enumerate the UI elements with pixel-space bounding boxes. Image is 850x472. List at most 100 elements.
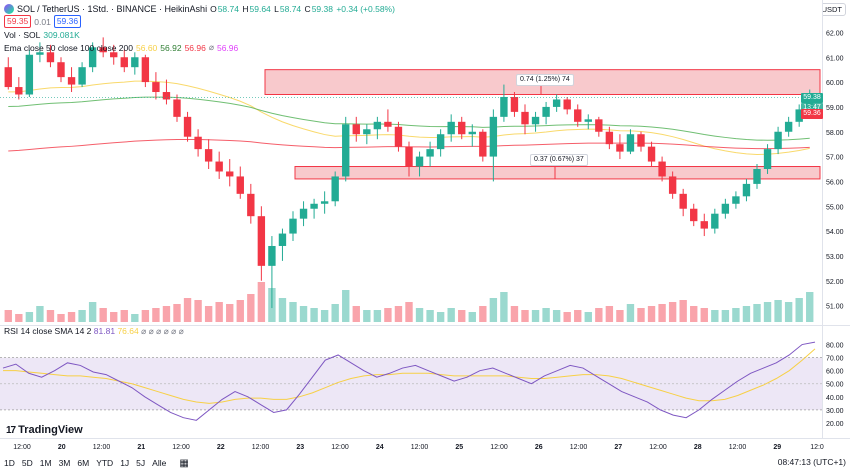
- rsi-label[interactable]: RSI 14 close SMA 14 2: [4, 326, 92, 336]
- volume-bar: [479, 306, 487, 322]
- range-ytd[interactable]: YTD: [96, 458, 114, 468]
- candle-body: [500, 96, 508, 117]
- candle-body: [57, 62, 65, 78]
- ema-indicator-label[interactable]: Ema close 50 close 100 close 200: [4, 42, 133, 53]
- range-1j[interactable]: 1J: [120, 458, 130, 468]
- volume-bar: [468, 312, 476, 322]
- range-5j[interactable]: 5J: [136, 458, 146, 468]
- clock-timezone[interactable]: 08:47:13 (UTC+1): [777, 457, 846, 467]
- range-1m[interactable]: 1M: [39, 458, 52, 468]
- candle-body: [120, 57, 128, 68]
- candle-body: [521, 111, 529, 125]
- bottom-measure-label[interactable]: 0.37 (0.67%) 37: [530, 154, 588, 166]
- candle-body: [204, 149, 213, 162]
- volume-bar: [753, 304, 761, 322]
- candle-body: [690, 208, 698, 222]
- solana-logo-icon: [4, 3, 14, 14]
- candle-body: [563, 99, 571, 110]
- time-axis-label: 12:00: [729, 444, 747, 451]
- tradingview-logo[interactable]: 17 TradingView: [6, 424, 83, 436]
- candle-body: [236, 176, 244, 194]
- spread-value: 0.01: [34, 16, 51, 27]
- candle-body: [637, 134, 645, 147]
- candle-body: [584, 119, 592, 122]
- volume-bar: [289, 302, 297, 322]
- candle-body: [384, 121, 392, 127]
- volume-bar: [310, 308, 318, 322]
- candle-body: [700, 221, 708, 229]
- candle-body: [721, 203, 730, 214]
- volume-bar: [131, 314, 139, 322]
- candle-body: [595, 119, 603, 132]
- time-axis-label: 25: [455, 444, 463, 451]
- rsi-axis-label: 20.00: [826, 421, 844, 428]
- vol-indicator-label[interactable]: Vol · SOL: [4, 29, 41, 40]
- price-axis-label: 57.00: [826, 155, 844, 162]
- ema-100-value: 56.92: [160, 42, 182, 53]
- sell-button[interactable]: 59.35: [4, 15, 32, 28]
- volume-bar: [226, 304, 234, 322]
- candle-body: [542, 106, 550, 117]
- price-axis-label: 60.00: [826, 80, 844, 87]
- time-axis-label: 12:00: [331, 444, 349, 451]
- volume-bar: [57, 314, 65, 322]
- time-axis-label: 28: [694, 444, 702, 451]
- volume-bar: [510, 306, 519, 322]
- candle-body: [88, 47, 97, 68]
- candle-body: [531, 116, 540, 125]
- countdown-tag: 13:47: [801, 103, 823, 113]
- volume-bar: [690, 306, 698, 322]
- candle-body: [299, 208, 308, 219]
- volume-bar: [784, 302, 793, 322]
- volume-bar: [563, 312, 571, 322]
- range-1d[interactable]: 1D: [4, 458, 15, 468]
- range-3m[interactable]: 3M: [58, 458, 71, 468]
- volume-bar: [236, 300, 244, 322]
- range-alle[interactable]: Alle: [152, 458, 167, 468]
- volume-bar: [152, 308, 160, 322]
- time-axis-label: 27: [614, 444, 622, 451]
- volume-bar: [711, 310, 719, 322]
- price-axis-label: 56.00: [826, 179, 844, 186]
- candle-body: [67, 77, 76, 85]
- volume-bar: [668, 302, 677, 322]
- volume-bar: [173, 304, 181, 322]
- price-axis-label: 55.00: [826, 204, 844, 211]
- range-6m[interactable]: 6M: [77, 458, 90, 468]
- candle-body: [278, 233, 287, 246]
- ohlc-values: O58.74 H59.64 L58.74 C59.38 +0.34 (+0.58…: [210, 3, 395, 14]
- candle-body: [658, 161, 666, 177]
- candle-body: [732, 196, 740, 204]
- range-5d[interactable]: 5D: [21, 458, 33, 468]
- candle-body: [426, 149, 434, 157]
- candle-body: [15, 87, 23, 95]
- volume-bar: [373, 310, 382, 322]
- volume-bar: [647, 306, 656, 322]
- candle-body: [679, 193, 687, 209]
- candle-body: [394, 126, 403, 147]
- price-axis-label: 58.00: [826, 130, 844, 137]
- calendar-icon[interactable]: ▦: [179, 457, 189, 469]
- volume-bar: [774, 300, 782, 322]
- candle-body: [605, 131, 614, 145]
- volume-bar: [415, 308, 424, 322]
- time-axis-label: 12:00: [172, 444, 190, 451]
- range-toolbar: 1D 5D 1M 3M 6M YTD 1J 5J Alle ▦: [4, 456, 189, 470]
- candle-body: [795, 109, 803, 122]
- candle-body: [46, 52, 55, 63]
- volume-bar: [363, 310, 371, 322]
- buy-button[interactable]: 59.36: [53, 15, 82, 28]
- volume-bar: [278, 298, 287, 322]
- candle-body: [4, 67, 12, 88]
- rsi-sma-line: [3, 348, 816, 404]
- volume-bar: [352, 306, 360, 322]
- volume-bar: [4, 310, 12, 322]
- time-axis-label: 12:00: [13, 444, 31, 451]
- candle-body: [774, 131, 782, 150]
- top-measure-label[interactable]: 0.74 (1.25%) 74: [516, 74, 574, 86]
- volume-bar: [500, 292, 508, 322]
- volume-bar: [626, 304, 635, 322]
- symbol-title[interactable]: SOL / TetherUS · 1Std. · BINANCE · Heiki…: [17, 3, 208, 14]
- rsi-axis-label: 70.00: [826, 356, 844, 363]
